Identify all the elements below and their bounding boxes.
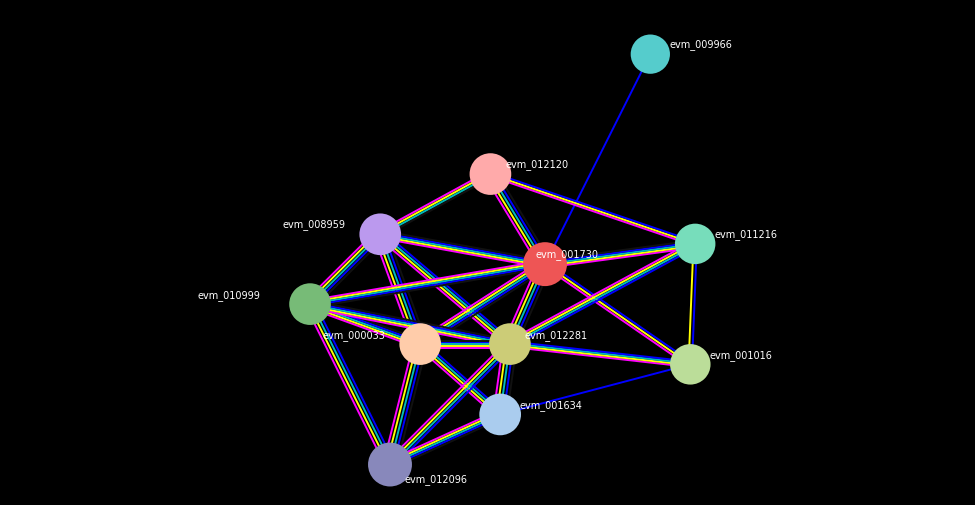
Point [382,461,398,469]
Text: evm_008959: evm_008959 [283,219,346,230]
Point [682,361,698,369]
Point [372,231,388,239]
Point [643,51,658,59]
Text: evm_000033: evm_000033 [323,329,385,340]
Text: evm_009966: evm_009966 [670,39,732,50]
Text: evm_001730: evm_001730 [535,248,599,260]
Point [537,261,553,269]
Text: evm_012281: evm_012281 [525,329,588,340]
Point [483,171,498,179]
Point [492,411,508,419]
Point [302,300,318,309]
Point [412,340,428,348]
Text: evm_012120: evm_012120 [505,159,568,170]
Text: evm_010999: evm_010999 [198,289,260,300]
Point [502,340,518,348]
Text: evm_012096: evm_012096 [405,473,468,484]
Point [687,240,703,248]
Text: evm_001634: evm_001634 [520,399,582,411]
Text: evm_011216: evm_011216 [715,228,778,239]
Text: evm_001016: evm_001016 [710,349,772,361]
